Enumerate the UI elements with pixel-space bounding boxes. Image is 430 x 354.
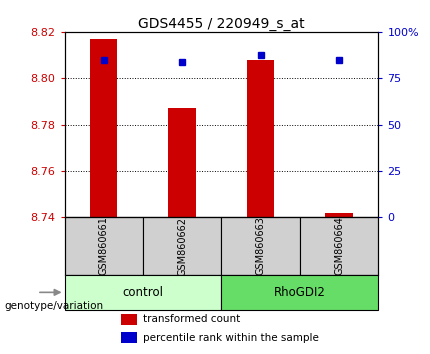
- Bar: [169, 108, 196, 217]
- Text: GSM860662: GSM860662: [177, 217, 187, 275]
- Text: GSM860663: GSM860663: [256, 217, 266, 275]
- Bar: [221, 275, 378, 310]
- Text: GSM860664: GSM860664: [334, 217, 344, 275]
- Bar: [300, 217, 378, 275]
- Bar: [64, 275, 221, 310]
- Bar: [90, 39, 117, 217]
- Text: control: control: [123, 286, 163, 299]
- Bar: [247, 60, 274, 217]
- Text: transformed count: transformed count: [143, 314, 240, 324]
- Title: GDS4455 / 220949_s_at: GDS4455 / 220949_s_at: [138, 17, 305, 31]
- Bar: [121, 332, 137, 343]
- Bar: [64, 217, 143, 275]
- Text: RhoGDI2: RhoGDI2: [274, 286, 326, 299]
- Bar: [326, 212, 353, 217]
- Text: GSM860661: GSM860661: [99, 217, 109, 275]
- Bar: [221, 217, 300, 275]
- Text: percentile rank within the sample: percentile rank within the sample: [143, 333, 319, 343]
- Bar: [143, 217, 221, 275]
- Text: genotype/variation: genotype/variation: [4, 301, 104, 311]
- Bar: [121, 314, 137, 325]
